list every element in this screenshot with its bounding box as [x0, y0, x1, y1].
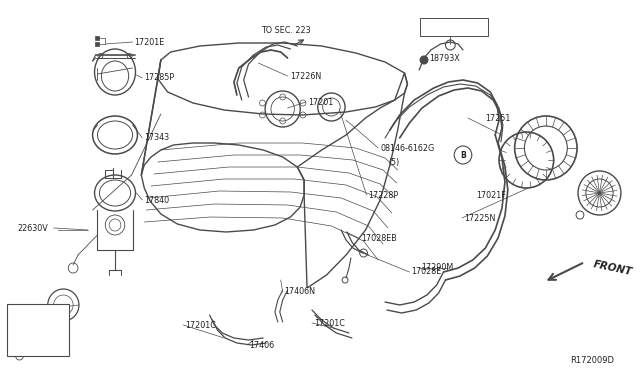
- Text: SALE: SALE: [29, 338, 47, 344]
- Text: 18793X: 18793X: [429, 54, 460, 62]
- Text: 17251: 17251: [485, 113, 511, 122]
- Text: 17840: 17840: [144, 196, 170, 205]
- Text: R172009D: R172009D: [570, 356, 614, 365]
- Text: 17221P: 17221P: [423, 23, 453, 32]
- Text: B: B: [460, 151, 466, 160]
- Text: 17028E: 17028E: [412, 267, 442, 276]
- Text: 17285P: 17285P: [144, 73, 174, 81]
- Circle shape: [420, 56, 428, 64]
- Text: 17342Q: 17342Q: [19, 304, 51, 312]
- Text: 17226N: 17226N: [291, 71, 322, 80]
- Text: NOT FOR: NOT FOR: [22, 329, 54, 335]
- Text: 17201C: 17201C: [314, 318, 345, 327]
- FancyBboxPatch shape: [420, 18, 488, 36]
- Text: 17228P: 17228P: [369, 190, 399, 199]
- Text: 17201C: 17201C: [185, 321, 216, 330]
- Text: 17201: 17201: [308, 97, 333, 106]
- Text: 22630V: 22630V: [17, 224, 48, 232]
- Text: 17028EB: 17028EB: [361, 234, 396, 243]
- FancyBboxPatch shape: [7, 304, 69, 356]
- Text: 17290M: 17290M: [421, 263, 453, 273]
- Text: 17021F: 17021F: [476, 190, 506, 199]
- Text: FRONT: FRONT: [593, 259, 634, 277]
- Text: 17406N: 17406N: [285, 288, 316, 296]
- Text: 17343: 17343: [144, 132, 170, 141]
- Text: 17225N: 17225N: [464, 214, 495, 222]
- Text: (5): (5): [388, 157, 399, 167]
- Text: 17406: 17406: [250, 340, 275, 350]
- Text: 17201E: 17201E: [134, 38, 164, 46]
- Text: TO SEC. 223: TO SEC. 223: [261, 26, 311, 35]
- Text: 08146-6162G: 08146-6162G: [380, 144, 435, 153]
